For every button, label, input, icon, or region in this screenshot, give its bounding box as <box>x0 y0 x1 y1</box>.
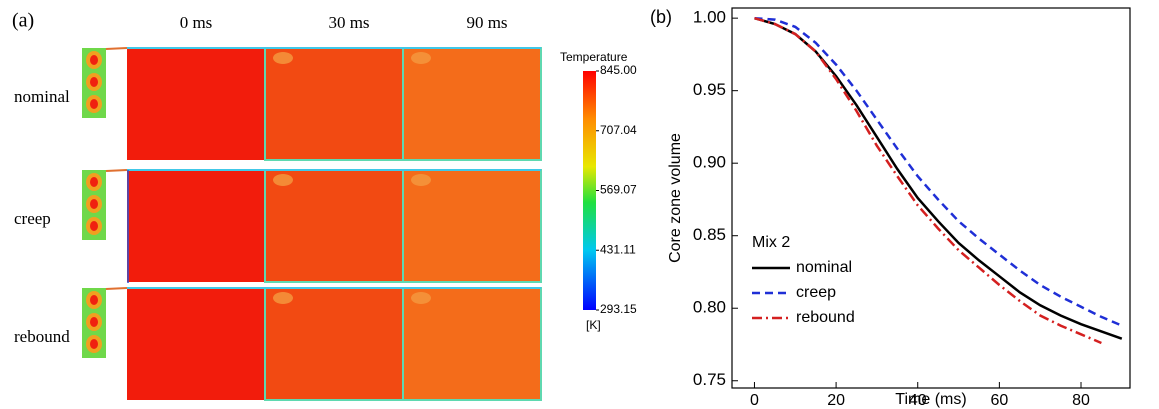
plume <box>411 174 431 186</box>
x-tick-label: 0 <box>750 392 759 409</box>
colorbar-tick-label: 569.07 <box>600 183 637 197</box>
field <box>264 169 404 283</box>
nozzle <box>105 287 128 290</box>
inset-spot <box>90 99 98 109</box>
y-tick-label: 1.00 <box>693 8 726 27</box>
colorbar-unit: [K] <box>586 318 601 332</box>
legend-label: rebound <box>796 309 855 326</box>
field <box>402 287 542 401</box>
field <box>402 169 542 283</box>
x-tick-label: 60 <box>990 392 1008 409</box>
legend-label: creep <box>796 284 836 301</box>
series-line <box>754 16 1123 327</box>
plume <box>411 292 431 304</box>
series-line <box>754 16 1123 340</box>
column-label: 90 ms <box>466 13 507 32</box>
inset-spot <box>90 199 98 209</box>
series-line <box>754 16 1102 345</box>
legend-label: nominal <box>796 259 852 276</box>
y-tick-label: 0.75 <box>693 370 726 389</box>
colorbar-tick-label: 707.04 <box>600 123 637 137</box>
x-axis-label: Time (ms) <box>895 391 966 408</box>
column-label: 30 ms <box>328 13 369 32</box>
plume <box>411 52 431 64</box>
field <box>127 48 265 160</box>
field <box>264 47 404 161</box>
panel-label: (a) <box>12 10 34 32</box>
y-tick-label: 0.85 <box>693 225 726 244</box>
row-label: nominal <box>14 87 70 106</box>
plume <box>273 174 293 186</box>
colorbar-tick-label: 431.11 <box>600 242 636 256</box>
y-tick-label: 0.90 <box>693 153 726 172</box>
colorbar-title: Temperature <box>560 50 628 64</box>
inset-spot <box>90 177 98 187</box>
y-tick-label: 0.95 <box>693 80 726 99</box>
field <box>127 288 265 400</box>
plume <box>273 292 293 304</box>
inset-spot <box>90 55 98 65</box>
colorbar-tick-label: 845.00 <box>600 63 637 77</box>
y-tick-label: 0.80 <box>693 298 726 317</box>
inset-spot <box>90 221 98 231</box>
field <box>264 287 404 401</box>
row-label: rebound <box>14 327 70 346</box>
inset-spot <box>90 77 98 87</box>
nozzle <box>105 169 128 172</box>
row-label: creep <box>14 209 51 228</box>
panel-label: (b) <box>650 7 672 27</box>
inset-spot <box>90 317 98 327</box>
column-label: 0 ms <box>180 13 213 32</box>
nozzle <box>105 47 128 50</box>
legend-title: Mix 2 <box>752 234 790 251</box>
y-axis-label: Core zone volume <box>667 133 684 263</box>
inset-spot <box>90 339 98 349</box>
plot-frame <box>731 7 1131 389</box>
x-tick-label: 20 <box>827 392 845 409</box>
inset-spot <box>90 295 98 305</box>
colorbar-tick-label: 293.15 <box>600 302 637 316</box>
colorbar <box>583 71 596 310</box>
field <box>127 170 265 282</box>
x-tick-label: 40 <box>909 392 927 409</box>
x-tick-label: 80 <box>1072 392 1090 409</box>
field <box>402 47 542 161</box>
plume <box>273 52 293 64</box>
